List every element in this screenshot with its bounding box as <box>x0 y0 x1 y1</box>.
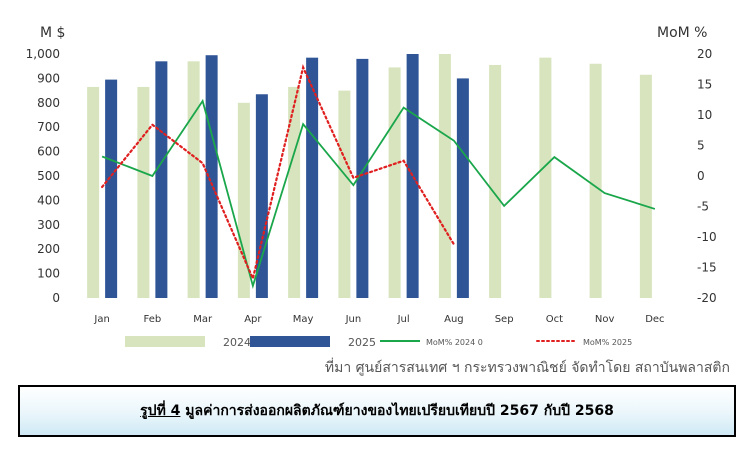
bar-2024 <box>187 61 200 298</box>
legend-swatch <box>125 336 205 347</box>
bar-2025 <box>155 61 168 298</box>
bar-2024 <box>639 74 652 299</box>
right-tick-label: 0 <box>697 169 705 183</box>
right-axis-label: MoM % <box>657 25 707 41</box>
left-tick-label: 200 <box>37 242 60 256</box>
bar-2025 <box>205 55 218 298</box>
x-tick-label: Oct <box>546 314 563 325</box>
right-tick-label: 20 <box>697 47 712 61</box>
right-axis: -20 -15 -10 -5 0 5 10 15 20 <box>697 47 717 305</box>
bar-2024 <box>137 86 150 298</box>
right-tick-label: 15 <box>697 78 712 92</box>
left-tick-label: 700 <box>37 120 60 134</box>
bar-2024 <box>338 90 351 298</box>
left-axis: 0 100 200 300 400 500 600 700 800 900 1,000 <box>26 47 60 305</box>
x-tick-label: Apr <box>244 314 262 325</box>
figure-caption: รูปที่ 4 มูลค่าการส่งออกผลิตภัณฑ์ยางของไ… <box>140 400 614 422</box>
legend: 2024 2025 MoM% 2024 0 MoM% 2025 <box>125 336 632 349</box>
bar-2024 <box>489 64 502 298</box>
bar-2024 <box>87 86 100 298</box>
x-tick-label: Jul <box>397 314 410 325</box>
x-tick-label: Jun <box>345 314 362 325</box>
legend-label: MoM% 2025 <box>583 338 632 347</box>
legend-label: 2024 <box>223 336 251 349</box>
figure-title: มูลค่าการส่งออกผลิตภัณฑ์ยางของไทยเปรียบเ… <box>180 403 614 419</box>
left-tick-label: 0 <box>52 291 60 305</box>
figure-number: รูปที่ 4 <box>140 403 181 419</box>
bar-2025 <box>456 78 469 299</box>
x-tick-label: Jan <box>93 314 109 325</box>
x-tick-label: Mar <box>193 314 213 325</box>
legend-label: 2025 <box>348 336 376 349</box>
x-tick-label: Aug <box>444 314 464 325</box>
left-tick-label: 600 <box>37 145 60 159</box>
x-tick-label: Nov <box>595 314 615 325</box>
line-MoM-2025 <box>101 64 455 282</box>
legend-label: MoM% 2024 0 <box>426 338 483 347</box>
left-tick-label: 500 <box>37 169 60 183</box>
bar-2025 <box>105 79 118 299</box>
right-tick-label: 5 <box>697 139 705 153</box>
right-tick-label: -20 <box>697 291 717 305</box>
right-tick-label: -5 <box>697 200 709 214</box>
bar-2024 <box>388 67 401 298</box>
source-note: ที่มา ศูนย์สารสนเทศ ฯ กระทรวงพาณิชย์ จัด… <box>324 360 730 376</box>
figure-caption-box: รูปที่ 4 มูลค่าการส่งออกผลิตภัณฑ์ยางของไ… <box>18 385 736 437</box>
x-tick-label: Feb <box>144 314 162 325</box>
bar-2024 <box>539 57 552 298</box>
legend-swatch <box>250 336 330 347</box>
x-tick-label: Sep <box>495 314 514 325</box>
left-tick-label: 400 <box>37 193 60 207</box>
bar-2024 <box>288 86 301 298</box>
left-tick-label: 100 <box>37 267 60 281</box>
x-axis: Jan Feb Mar Apr May Jun Jul Aug Sep Oct Nov Dec <box>93 314 664 325</box>
line-MoM-2024-0 <box>101 98 656 290</box>
bar-2024 <box>589 63 602 299</box>
mom-lines <box>101 64 656 290</box>
left-tick-label: 1,000 <box>26 47 60 61</box>
right-tick-label: -10 <box>697 230 717 244</box>
x-tick-label: Dec <box>645 314 664 325</box>
bar-2024 <box>438 54 451 298</box>
bar-2025 <box>306 57 319 298</box>
right-tick-label: 10 <box>697 108 712 122</box>
x-tick-label: May <box>293 314 314 325</box>
bars <box>87 54 652 299</box>
left-tick-label: 800 <box>37 96 60 110</box>
bar-2025 <box>356 58 369 298</box>
left-tick-label: 900 <box>37 71 60 85</box>
left-tick-label: 300 <box>37 218 60 232</box>
left-axis-label: M $ <box>40 25 65 41</box>
right-tick-label: -15 <box>697 261 717 275</box>
